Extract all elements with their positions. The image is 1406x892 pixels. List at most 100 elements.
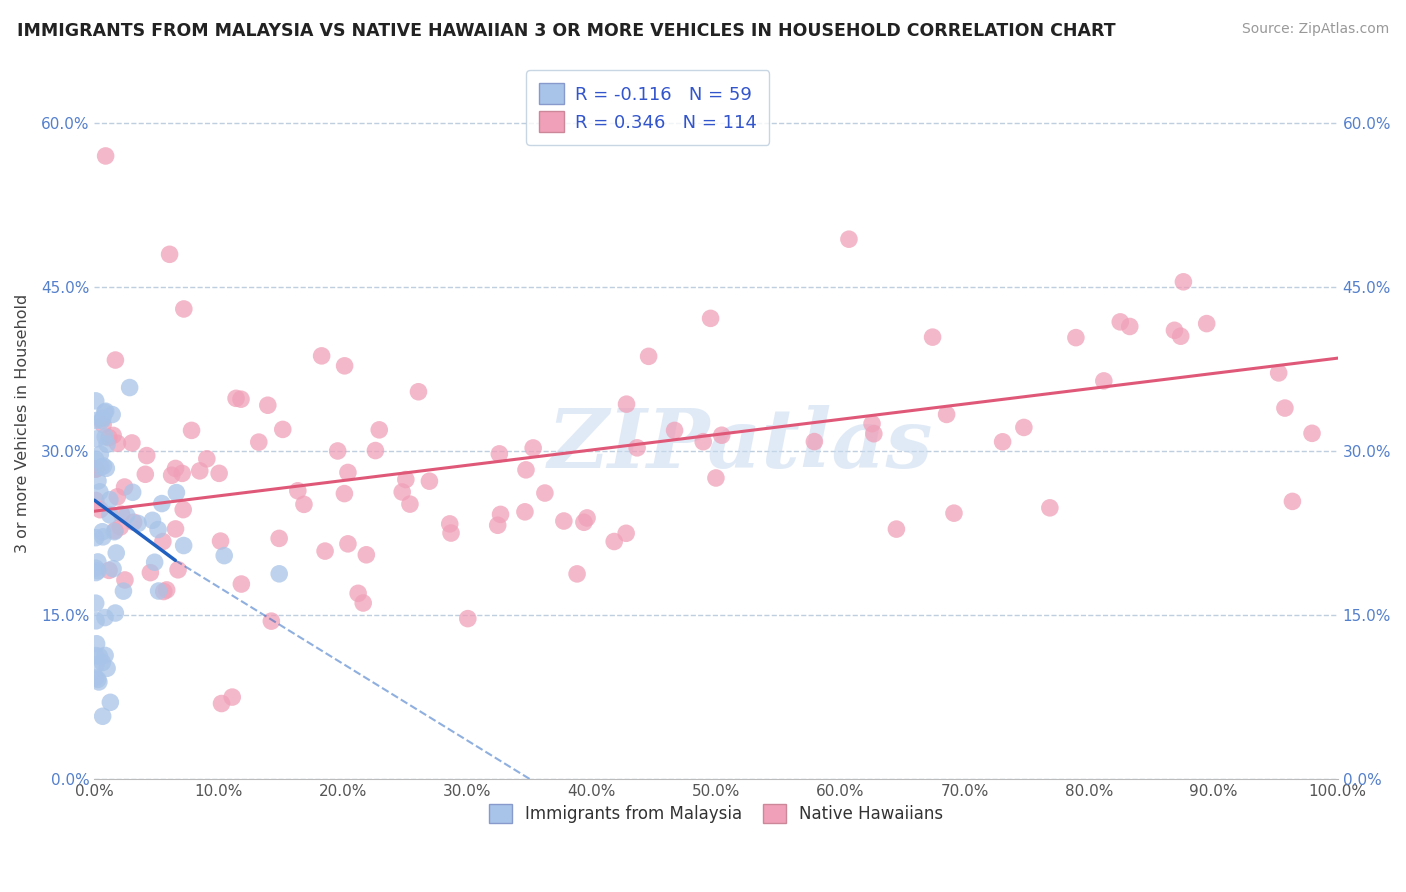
- Point: [439, 516, 461, 531]
- Point: [229, 392, 252, 407]
- Point: [101, 428, 124, 442]
- Point: [104, 524, 127, 538]
- Point: [87, 474, 110, 488]
- Point: [271, 422, 294, 436]
- Point: [114, 480, 136, 494]
- Point: [391, 485, 413, 500]
- Point: [364, 443, 387, 458]
- Point: [347, 586, 370, 600]
- Point: [269, 532, 291, 546]
- Point: [98, 492, 121, 507]
- Point: [84, 414, 107, 428]
- Point: [156, 582, 179, 597]
- Point: [89, 502, 111, 516]
- Point: [489, 508, 512, 522]
- Text: ZIPatlas: ZIPatlas: [548, 405, 934, 485]
- Point: [704, 471, 727, 485]
- Point: [94, 648, 117, 663]
- Y-axis label: 3 or more Vehicles in Household: 3 or more Vehicles in Household: [15, 294, 30, 553]
- Point: [935, 408, 957, 422]
- Point: [89, 447, 111, 461]
- Point: [87, 555, 110, 569]
- Point: [1170, 329, 1192, 343]
- Point: [94, 404, 117, 418]
- Point: [93, 405, 115, 419]
- Point: [98, 695, 121, 709]
- Point: [1301, 426, 1323, 441]
- Point: [118, 380, 141, 394]
- Point: [86, 432, 108, 446]
- Point: [488, 447, 510, 461]
- Point: [141, 513, 163, 527]
- Point: [91, 411, 114, 425]
- Point: [105, 546, 128, 560]
- Point: [221, 690, 243, 704]
- Point: [172, 467, 194, 481]
- Point: [98, 508, 121, 522]
- Point: [89, 649, 111, 664]
- Point: [515, 463, 537, 477]
- Point: [84, 648, 107, 663]
- Point: [287, 483, 309, 498]
- Point: [188, 464, 211, 478]
- Point: [211, 697, 233, 711]
- Point: [614, 526, 637, 541]
- Point: [84, 671, 107, 685]
- Point: [105, 490, 128, 504]
- Point: [91, 413, 114, 427]
- Point: [96, 661, 118, 675]
- Point: [333, 359, 356, 373]
- Point: [110, 520, 132, 534]
- Point: [1195, 317, 1218, 331]
- Point: [921, 330, 943, 344]
- Point: [572, 516, 595, 530]
- Point: [208, 467, 231, 481]
- Point: [209, 534, 232, 549]
- Point: [991, 434, 1014, 449]
- Point: [86, 637, 108, 651]
- Point: [333, 486, 356, 500]
- Point: [395, 473, 418, 487]
- Point: [314, 544, 336, 558]
- Point: [94, 610, 117, 624]
- Point: [146, 523, 169, 537]
- Point: [114, 573, 136, 587]
- Point: [534, 486, 557, 500]
- Point: [195, 451, 218, 466]
- Point: [513, 505, 536, 519]
- Point: [121, 436, 143, 450]
- Point: [135, 449, 157, 463]
- Point: [84, 461, 107, 475]
- Point: [101, 408, 124, 422]
- Legend: Immigrants from Malaysia, Native Hawaiians: Immigrants from Malaysia, Native Hawaiia…: [477, 792, 955, 835]
- Point: [225, 392, 247, 406]
- Point: [576, 511, 599, 525]
- Point: [105, 436, 128, 450]
- Point: [84, 566, 107, 580]
- Point: [112, 584, 135, 599]
- Point: [84, 658, 107, 673]
- Point: [152, 584, 174, 599]
- Point: [1119, 319, 1142, 334]
- Point: [692, 434, 714, 449]
- Point: [399, 497, 422, 511]
- Point: [93, 458, 115, 473]
- Point: [418, 474, 440, 488]
- Point: [637, 349, 659, 363]
- Point: [269, 566, 291, 581]
- Point: [368, 423, 391, 437]
- Point: [89, 484, 111, 499]
- Point: [1109, 315, 1132, 329]
- Point: [212, 549, 235, 563]
- Point: [616, 397, 638, 411]
- Point: [115, 508, 138, 523]
- Point: [90, 460, 112, 475]
- Point: [165, 485, 187, 500]
- Point: [165, 461, 187, 475]
- Point: [121, 485, 143, 500]
- Point: [1092, 374, 1115, 388]
- Point: [336, 537, 359, 551]
- Point: [180, 423, 202, 437]
- Point: [838, 232, 860, 246]
- Point: [699, 311, 721, 326]
